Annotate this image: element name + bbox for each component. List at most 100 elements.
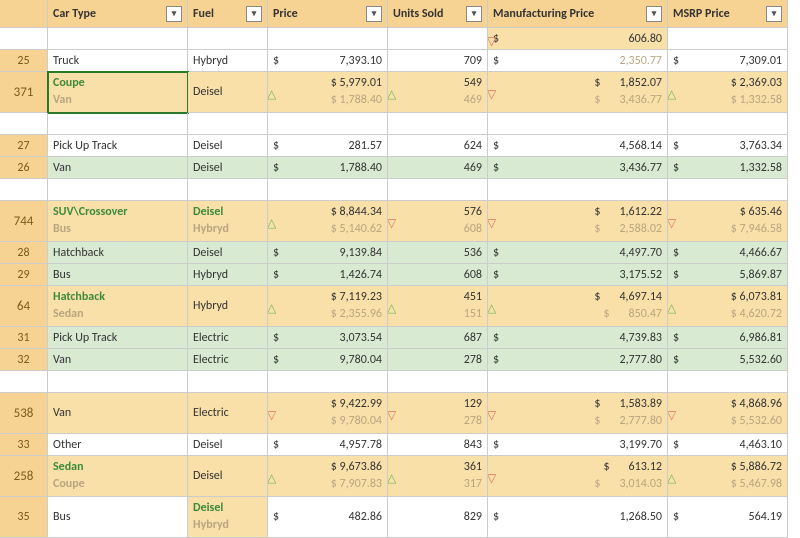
cell-mfg[interactable]: 4,739.83 bbox=[488, 327, 668, 349]
col-header[interactable]: Price▾ bbox=[268, 0, 388, 28]
cell-cartype[interactable]: SUV\CrossoverBus bbox=[48, 201, 188, 242]
filter-dropdown-icon[interactable]: ▾ bbox=[766, 6, 782, 22]
col-header[interactable]: Units Sold▾ bbox=[388, 0, 488, 28]
col-header[interactable]: Fuel▾ bbox=[188, 0, 268, 28]
cell-price[interactable]: 482.86 bbox=[268, 497, 388, 538]
cell-cartype[interactable]: Van bbox=[48, 157, 188, 179]
cell-msrp[interactable]: 3,763.34 bbox=[668, 135, 788, 157]
cell-price[interactable]: 3,073.54 bbox=[268, 327, 388, 349]
cell-price[interactable]: 9,139.84 bbox=[268, 242, 388, 264]
cell-fuel[interactable]: Deisel bbox=[188, 456, 268, 497]
col-header[interactable]: Car Type▾ bbox=[48, 0, 188, 28]
cell-msrp[interactable]: △$ 2,369.03$ 1,332.58 bbox=[668, 72, 788, 113]
cell-price[interactable]: △$ 9,673.86$ 7,907.83 bbox=[268, 456, 388, 497]
cell-msrp[interactable]: △$ 5,886.72$ 5,467.98 bbox=[668, 456, 788, 497]
cell-fuel[interactable]: Electric bbox=[188, 393, 268, 434]
cell-units[interactable]: 709 bbox=[388, 50, 488, 72]
cell-fuel[interactable]: Deisel bbox=[188, 72, 268, 113]
cell-price[interactable]: 1,426.74 bbox=[268, 264, 388, 286]
cell-cartype[interactable]: Other bbox=[48, 434, 188, 456]
row-id: 744 bbox=[0, 201, 48, 242]
cell-fuel[interactable]: Deisel bbox=[188, 242, 268, 264]
cell-units[interactable]: 829 bbox=[388, 497, 488, 538]
cell-fuel[interactable]: Hybryd bbox=[188, 286, 268, 327]
cell-mfg[interactable]: △$ 4,697.14$ 850.47 bbox=[488, 286, 668, 327]
cell-mfg[interactable]: 2,350.77 bbox=[488, 50, 668, 72]
cell-mfg[interactable]: 3,175.52 bbox=[488, 264, 668, 286]
cell-mfg[interactable]: 1,268.50 bbox=[488, 497, 668, 538]
cell-msrp[interactable]: ▽$ 635.46$ 7,946.58 bbox=[668, 201, 788, 242]
cell-mfg[interactable]: ▽$ 1,612.22$ 2,588.02 bbox=[488, 201, 668, 242]
cell-mfg[interactable]: 3,199.70 bbox=[488, 434, 668, 456]
cell-mfg[interactable]: ▽$ 1,583.89$ 2,777.80 bbox=[488, 393, 668, 434]
cell-fuel[interactable]: Electric bbox=[188, 349, 268, 371]
cell-price[interactable]: 9,780.04 bbox=[268, 349, 388, 371]
cell-mfg[interactable]: ▽$ 1,852.07$ 3,436.77 bbox=[488, 72, 668, 113]
cell-price[interactable]: 281.57 bbox=[268, 135, 388, 157]
cell-units[interactable]: 469 bbox=[388, 157, 488, 179]
cell-price[interactable]: ▽$ 9,422.99$ 9,780.04 bbox=[268, 393, 388, 434]
cell-msrp[interactable]: 5,532.60 bbox=[668, 349, 788, 371]
cell-msrp[interactable]: 564.19 bbox=[668, 497, 788, 538]
cell bbox=[48, 28, 188, 50]
cell-msrp[interactable]: 4,466.67 bbox=[668, 242, 788, 264]
filter-dropdown-icon[interactable]: ▾ bbox=[646, 6, 662, 22]
cell-price[interactable]: △$ 8,844.34$ 5,140.62 bbox=[268, 201, 388, 242]
cell-fuel[interactable]: Hybryd bbox=[188, 50, 268, 72]
cell-price[interactable]: 4,957.78 bbox=[268, 434, 388, 456]
cell-fuel[interactable]: Deisel bbox=[188, 135, 268, 157]
cell-mfg[interactable]: 2,777.80 bbox=[488, 349, 668, 371]
cell-msrp[interactable]: 6,986.81 bbox=[668, 327, 788, 349]
cell-mfg[interactable]: 4,568.14 bbox=[488, 135, 668, 157]
cell-units[interactable]: 536 bbox=[388, 242, 488, 264]
cell-cartype[interactable]: HatchbackSedan bbox=[48, 286, 188, 327]
cell-cartype[interactable]: SedanCoupe bbox=[48, 456, 188, 497]
cell-cartype[interactable]: Bus bbox=[48, 264, 188, 286]
cell-msrp[interactable]: ▽$ 4,868.96$ 5,532.60 bbox=[668, 393, 788, 434]
cell-price[interactable]: △$ 7,119.23$ 2,355.96 bbox=[268, 286, 388, 327]
cell-fuel[interactable]: DeiselHybryd bbox=[188, 201, 268, 242]
filter-dropdown-icon[interactable]: ▾ bbox=[166, 6, 182, 22]
cell-units[interactable]: 843 bbox=[388, 434, 488, 456]
cell-msrp[interactable]: △$ 6,073.81$ 4,620.72 bbox=[668, 286, 788, 327]
cell-cartype[interactable]: Hatchback bbox=[48, 242, 188, 264]
cell-price[interactable]: 7,393.10 bbox=[268, 50, 388, 72]
cell-units[interactable]: 608 bbox=[388, 264, 488, 286]
cell-cartype[interactable]: Bus bbox=[48, 497, 188, 538]
cell-units[interactable]: 278 bbox=[388, 349, 488, 371]
cell-mfg[interactable]: 4,497.70 bbox=[488, 242, 668, 264]
cell-msrp[interactable]: 1,332.58 bbox=[668, 157, 788, 179]
cell-empty bbox=[668, 179, 788, 201]
cell-msrp[interactable]: 4,463.10 bbox=[668, 434, 788, 456]
cell-mfg[interactable]: 3,436.77 bbox=[488, 157, 668, 179]
cell-msrp[interactable]: 7,309.01 bbox=[668, 50, 788, 72]
cell-mfg[interactable]: ▽$ 613.12$ 3,014.03 bbox=[488, 456, 668, 497]
filter-dropdown-icon[interactable]: ▾ bbox=[246, 6, 262, 22]
cell-fuel[interactable]: Deisel bbox=[188, 157, 268, 179]
row-id: 33 bbox=[0, 434, 48, 456]
cell-units[interactable]: △361317 bbox=[388, 456, 488, 497]
cell-price[interactable]: 1,788.40 bbox=[268, 157, 388, 179]
cell-msrp[interactable]: 5,869.87 bbox=[668, 264, 788, 286]
cell-cartype[interactable]: Pick Up Track bbox=[48, 327, 188, 349]
cell-fuel[interactable]: DeiselHybryd bbox=[188, 497, 268, 538]
cell-units[interactable]: ▽129278 bbox=[388, 393, 488, 434]
col-header[interactable]: Manufacturing Price▾ bbox=[488, 0, 668, 28]
cell-units[interactable]: 687 bbox=[388, 327, 488, 349]
cell-units[interactable]: ▽576608 bbox=[388, 201, 488, 242]
cell-cartype[interactable]: Truck bbox=[48, 50, 188, 72]
filter-dropdown-icon[interactable]: ▾ bbox=[466, 6, 482, 22]
cell-units[interactable]: 624 bbox=[388, 135, 488, 157]
cell-units[interactable]: △451151 bbox=[388, 286, 488, 327]
cell-cartype[interactable]: Pick Up Track bbox=[48, 135, 188, 157]
cell-fuel[interactable]: Electric bbox=[188, 327, 268, 349]
cell-fuel[interactable]: Hybryd bbox=[188, 264, 268, 286]
cell-cartype[interactable]: Van bbox=[48, 393, 188, 434]
cell-fuel[interactable]: Deisel bbox=[188, 434, 268, 456]
filter-dropdown-icon[interactable]: ▾ bbox=[366, 6, 382, 22]
cell-cartype[interactable]: CoupeVan bbox=[48, 72, 188, 113]
cell-price[interactable]: △$ 5,979.01$ 1,788.40 bbox=[268, 72, 388, 113]
cell-units[interactable]: △549469 bbox=[388, 72, 488, 113]
cell-cartype[interactable]: Van bbox=[48, 349, 188, 371]
col-header[interactable]: MSRP Price▾ bbox=[668, 0, 788, 28]
